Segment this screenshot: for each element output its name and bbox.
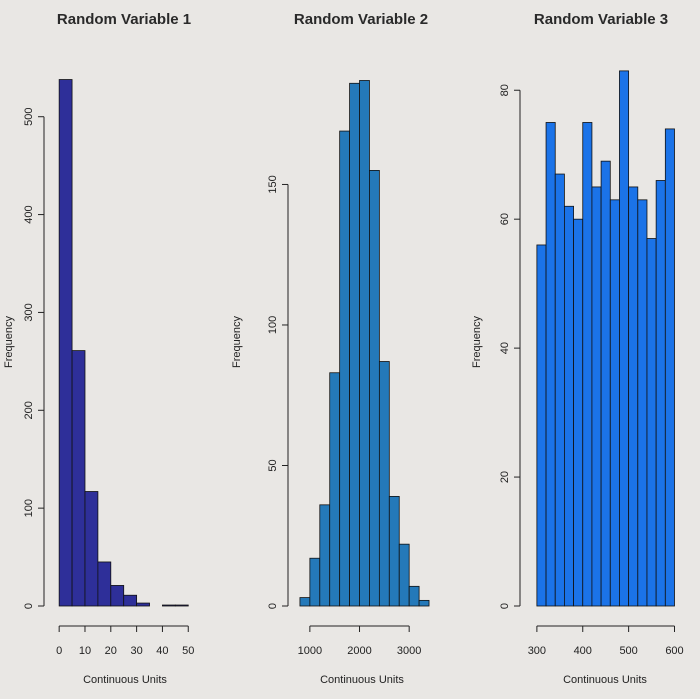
- histogram-bar: [655, 180, 666, 607]
- histogram-bar: [573, 218, 584, 607]
- histogram-bar: [600, 160, 611, 607]
- histogram-bar: [619, 70, 630, 607]
- y-tick-label: 0: [23, 603, 35, 609]
- histogram-bar: [545, 122, 556, 607]
- y-tick-label: 80: [499, 84, 511, 96]
- x-tick-label: 20: [105, 645, 117, 657]
- y-tick-label: 300: [23, 303, 35, 321]
- x-axis-label: Continuous Units: [563, 674, 647, 686]
- panel-random-variable-2: Random Variable 2 Frequency Continuous U…: [231, 11, 430, 686]
- x-tick-label: 300: [528, 645, 546, 657]
- histogram-bar: [97, 561, 112, 607]
- histogram-bar: [319, 504, 331, 607]
- y-axis-label: Frequency: [3, 316, 15, 368]
- panel-random-variable-1: Random Variable 1 Frequency Continuous U…: [3, 11, 194, 686]
- y-tick-label: 0: [267, 603, 279, 609]
- y-tick-label: 500: [23, 108, 35, 126]
- x-tick-label: 400: [574, 645, 592, 657]
- y-axis-label: Frequency: [231, 316, 243, 368]
- y-tick-label: 100: [23, 499, 35, 517]
- histogram-bar: [71, 350, 86, 607]
- histogram-bar: [536, 244, 547, 607]
- histogram-bar: [174, 604, 189, 607]
- histogram-bar: [388, 495, 400, 607]
- histogram-bar: [408, 585, 420, 607]
- x-tick-label: 0: [56, 645, 62, 657]
- histogram-bar: [58, 79, 73, 607]
- histogram-bar: [84, 491, 99, 607]
- chart-title: Random Variable 1: [57, 11, 191, 28]
- histogram-bar: [664, 128, 675, 607]
- histogram-bar: [609, 199, 620, 607]
- y-tick-label: 150: [267, 175, 279, 193]
- x-tick-label: 3000: [397, 645, 421, 657]
- y-tick-label: 100: [267, 316, 279, 334]
- chart-title: Random Variable 3: [534, 11, 668, 28]
- histogram-bar: [582, 122, 593, 607]
- y-tick-label: 400: [23, 205, 35, 223]
- y-axis-label: Frequency: [471, 316, 483, 368]
- chart-title: Random Variable 2: [294, 11, 428, 28]
- histogram-bar: [591, 186, 602, 607]
- y-tick-label: 200: [23, 401, 35, 419]
- histogram-bar: [339, 130, 350, 607]
- histogram-bar: [299, 597, 311, 607]
- histogram-bar: [646, 238, 657, 607]
- histogram-bar: [554, 173, 565, 607]
- x-tick-label: 1000: [298, 645, 322, 657]
- histogram-bar: [369, 170, 380, 607]
- x-tick-label: 500: [619, 645, 637, 657]
- x-axis-label: Continuous Units: [83, 674, 167, 686]
- panel-random-variable-3: Random Variable 3 Frequency Continuous U…: [471, 11, 684, 686]
- histogram-bar: [123, 594, 138, 607]
- x-tick-label: 40: [156, 645, 168, 657]
- histogram-bar: [628, 186, 639, 607]
- histogram-bar: [398, 543, 410, 607]
- y-tick-label: 50: [267, 459, 279, 471]
- histogram-bar: [359, 80, 370, 607]
- x-tick-label: 10: [79, 645, 91, 657]
- x-tick-label: 30: [130, 645, 142, 657]
- histogram-bar: [136, 602, 150, 607]
- histogram-bar: [110, 585, 125, 607]
- x-tick-label: 2000: [347, 645, 371, 657]
- y-tick-label: 60: [499, 213, 511, 225]
- histogram-bar: [418, 599, 430, 607]
- histogram-bar: [378, 361, 390, 607]
- histogram-bar: [329, 372, 341, 607]
- y-tick-label: 0: [499, 603, 511, 609]
- histogram-bar: [637, 199, 648, 607]
- x-tick-label: 600: [665, 645, 683, 657]
- x-tick-label: 50: [182, 645, 194, 657]
- histogram-bar: [162, 604, 176, 607]
- histogram-bar: [349, 82, 360, 607]
- x-axis-label: Continuous Units: [320, 674, 404, 686]
- histogram-bar: [564, 205, 574, 607]
- y-tick-label: 40: [499, 342, 511, 354]
- y-tick-label: 20: [499, 471, 511, 483]
- histogram-bar: [309, 557, 321, 607]
